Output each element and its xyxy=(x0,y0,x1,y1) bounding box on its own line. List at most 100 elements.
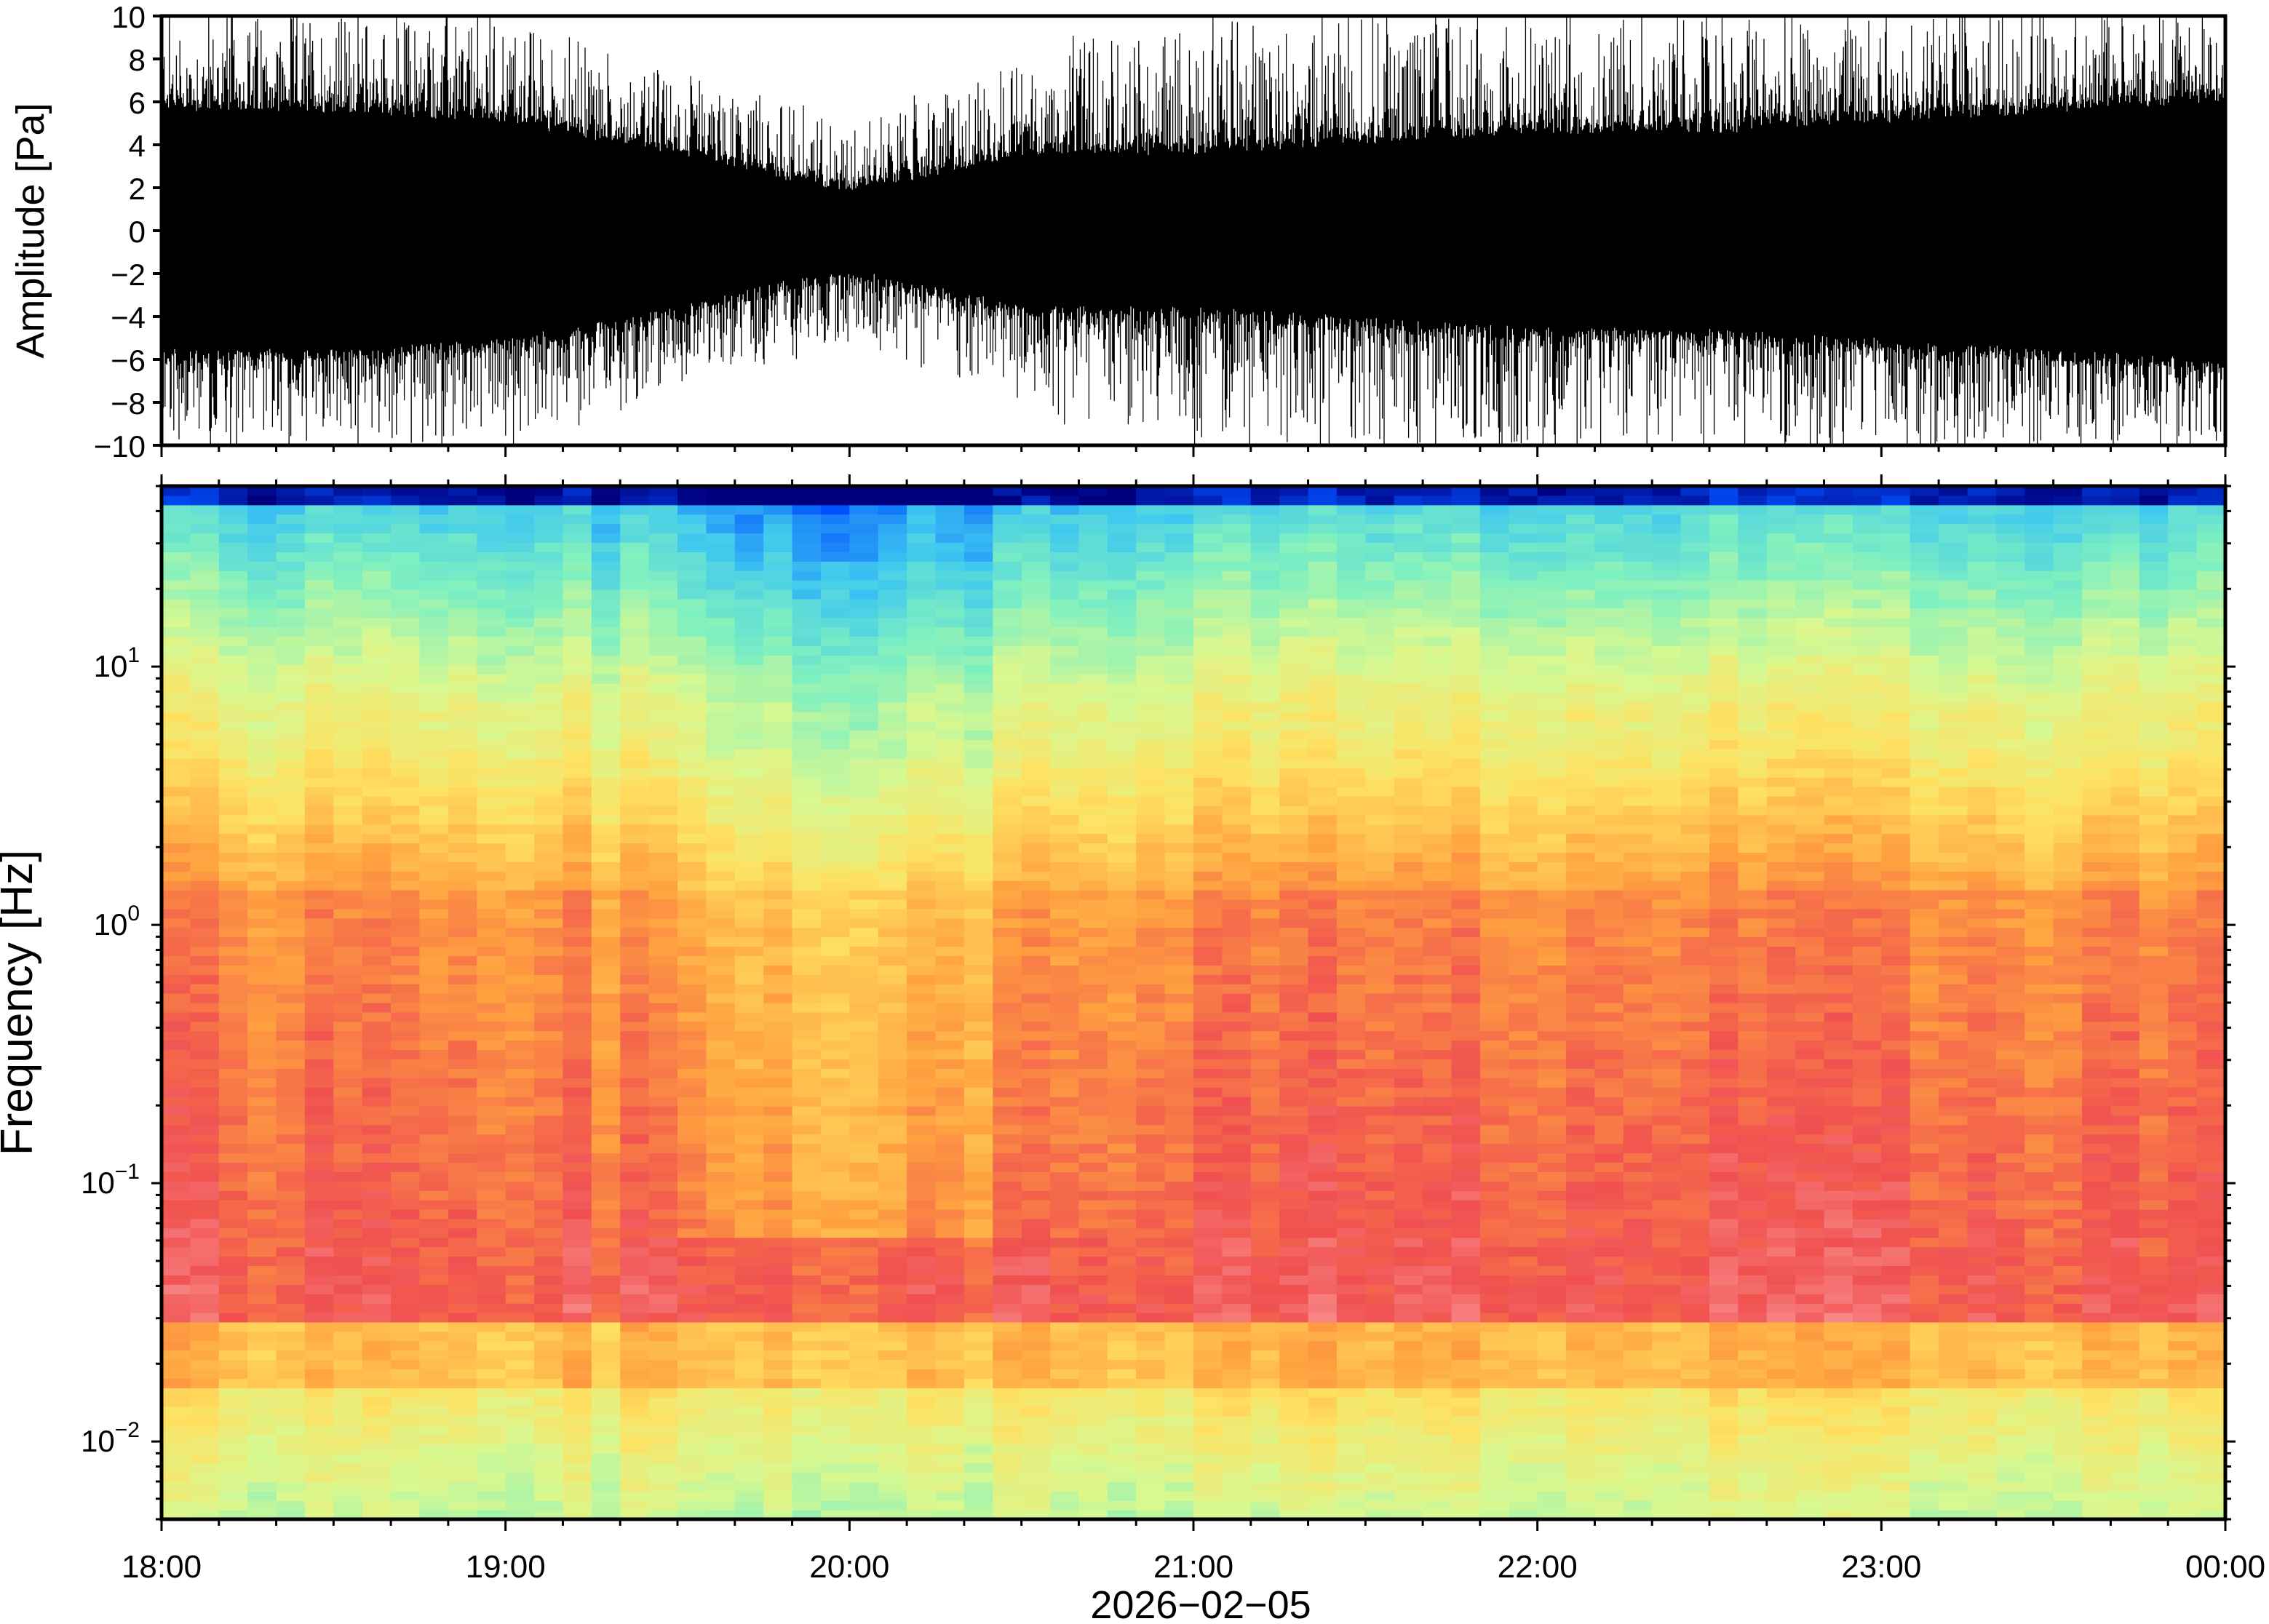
spectrogram-cell xyxy=(1279,1011,1309,1022)
spectrogram-cell xyxy=(1222,787,1252,797)
spectrogram-cell xyxy=(1193,1462,1223,1473)
spectrogram-cell xyxy=(362,1491,392,1501)
spectrogram-cell xyxy=(706,1294,736,1304)
spectrogram-cell xyxy=(734,758,764,768)
spectrogram-cell xyxy=(391,861,421,872)
spectrogram-cell xyxy=(1336,589,1366,600)
spectrogram-cell xyxy=(648,730,678,741)
spectrogram-cell xyxy=(907,636,937,646)
spectrogram-cell xyxy=(620,1416,650,1426)
spectrogram-cell xyxy=(849,701,879,712)
spectrogram-cell xyxy=(391,814,421,825)
spectrogram-cell xyxy=(563,1143,592,1154)
spectrogram-cell xyxy=(907,701,937,712)
spectrogram-cell xyxy=(1136,1481,1166,1492)
spectrogram-cell xyxy=(362,495,392,506)
spectrogram-cell xyxy=(620,674,650,684)
spectrogram-cell xyxy=(1164,833,1194,844)
spectrogram-cell xyxy=(648,514,678,525)
spectrogram-cell xyxy=(1222,636,1252,646)
spectrogram-cell xyxy=(505,1181,535,1191)
spectrogram-cell xyxy=(734,1491,764,1501)
spectrogram-cell xyxy=(534,852,564,862)
spectrogram-cell xyxy=(1394,730,1423,741)
spectrogram-cell xyxy=(1050,852,1080,862)
spectrogram-cell xyxy=(218,871,248,881)
spectrogram-cell xyxy=(391,1087,421,1097)
spectrogram-cell xyxy=(1222,626,1252,637)
spectrogram-cell xyxy=(1021,984,1051,994)
spectrogram-cell xyxy=(276,608,306,618)
spectrogram-cell xyxy=(1394,1425,1423,1436)
spectrogram-cell xyxy=(734,1321,764,1332)
spectrogram-cell xyxy=(1279,598,1309,609)
spectrogram-cell xyxy=(648,1444,678,1454)
spectrogram-cell xyxy=(993,843,1022,853)
spectrogram-cell xyxy=(1279,1227,1309,1238)
spectrogram-cell xyxy=(763,552,793,562)
spectrogram-cell xyxy=(1308,1068,1338,1078)
spectrogram-cell xyxy=(448,1472,477,1482)
spectrogram-cell xyxy=(304,805,334,816)
spectrogram-cell xyxy=(1222,580,1252,590)
spectrogram-cell xyxy=(820,1011,850,1022)
spectrogram-cell xyxy=(563,1068,592,1078)
spectrogram-cell xyxy=(247,683,277,693)
spectrogram-cell xyxy=(1136,1190,1166,1201)
spectrogram-cell xyxy=(993,683,1022,693)
spectrogram-cell xyxy=(907,871,937,881)
spectrogram-cell xyxy=(591,1059,621,1069)
spectrogram-cell xyxy=(1193,1275,1223,1285)
spectrogram-cell xyxy=(820,758,850,768)
spectrogram-cell xyxy=(648,1115,678,1126)
spectrogram-cell xyxy=(1193,768,1223,778)
spectrogram-cell xyxy=(1279,1200,1309,1210)
spectrogram-cell xyxy=(734,626,764,637)
spectrogram-cell xyxy=(1107,561,1137,571)
spectrogram-cell xyxy=(247,1218,277,1229)
spectrogram-cell xyxy=(162,1416,191,1426)
spectrogram-cell xyxy=(218,749,248,759)
spectrogram-cell xyxy=(563,580,592,590)
spectrogram-cell xyxy=(1107,1321,1137,1332)
spectrogram-cell xyxy=(362,1237,392,1248)
spectrogram-cell xyxy=(534,1434,564,1445)
spectrogram-cell xyxy=(1250,946,1280,956)
spectrogram-cell xyxy=(333,701,363,712)
spectrogram-cell xyxy=(477,674,506,684)
spectrogram-cell xyxy=(563,1406,592,1417)
spectrogram-cell xyxy=(763,1350,793,1361)
spectrogram-cell xyxy=(734,1359,764,1369)
spectrogram-cell xyxy=(162,486,191,496)
spectrogram-cell xyxy=(304,880,334,891)
spectrogram-cell xyxy=(1021,1500,1051,1510)
spectrogram-cell xyxy=(1136,1153,1166,1163)
spectrogram-cell xyxy=(963,523,993,534)
spectrogram-cell xyxy=(1250,589,1280,600)
spectrogram-cell xyxy=(276,1246,306,1257)
spectrogram-cell xyxy=(1423,871,1453,881)
spectrogram-cell xyxy=(362,1265,392,1275)
spectrogram-cell xyxy=(648,1227,678,1238)
spectrogram-cell xyxy=(706,1378,736,1388)
spectrogram-cell xyxy=(1164,1500,1194,1510)
spectrogram-cell xyxy=(1308,561,1338,571)
spectrogram-cell xyxy=(477,927,506,938)
spectrogram-cell xyxy=(247,1162,277,1172)
spectrogram-cell xyxy=(448,674,477,684)
spectrogram-cell xyxy=(878,1313,907,1323)
spectrogram-cell xyxy=(505,908,535,919)
spectrogram-cell xyxy=(878,495,907,506)
spectrogram-cell xyxy=(1107,1397,1137,1407)
spectrogram-cell xyxy=(1078,1388,1108,1398)
spectrogram-cell xyxy=(1365,899,1395,909)
spectrogram-cell xyxy=(706,552,736,562)
spectrogram-cell xyxy=(907,1153,937,1163)
spectrogram-cell xyxy=(1394,1481,1423,1492)
spectrogram-cell xyxy=(1222,1143,1252,1154)
spectrogram-cell xyxy=(1021,1416,1051,1426)
spectrogram-cell xyxy=(505,1124,535,1135)
spectrogram-cell xyxy=(1078,1340,1108,1351)
spectrogram-cell xyxy=(648,1510,678,1519)
spectrogram-cell xyxy=(218,758,248,768)
